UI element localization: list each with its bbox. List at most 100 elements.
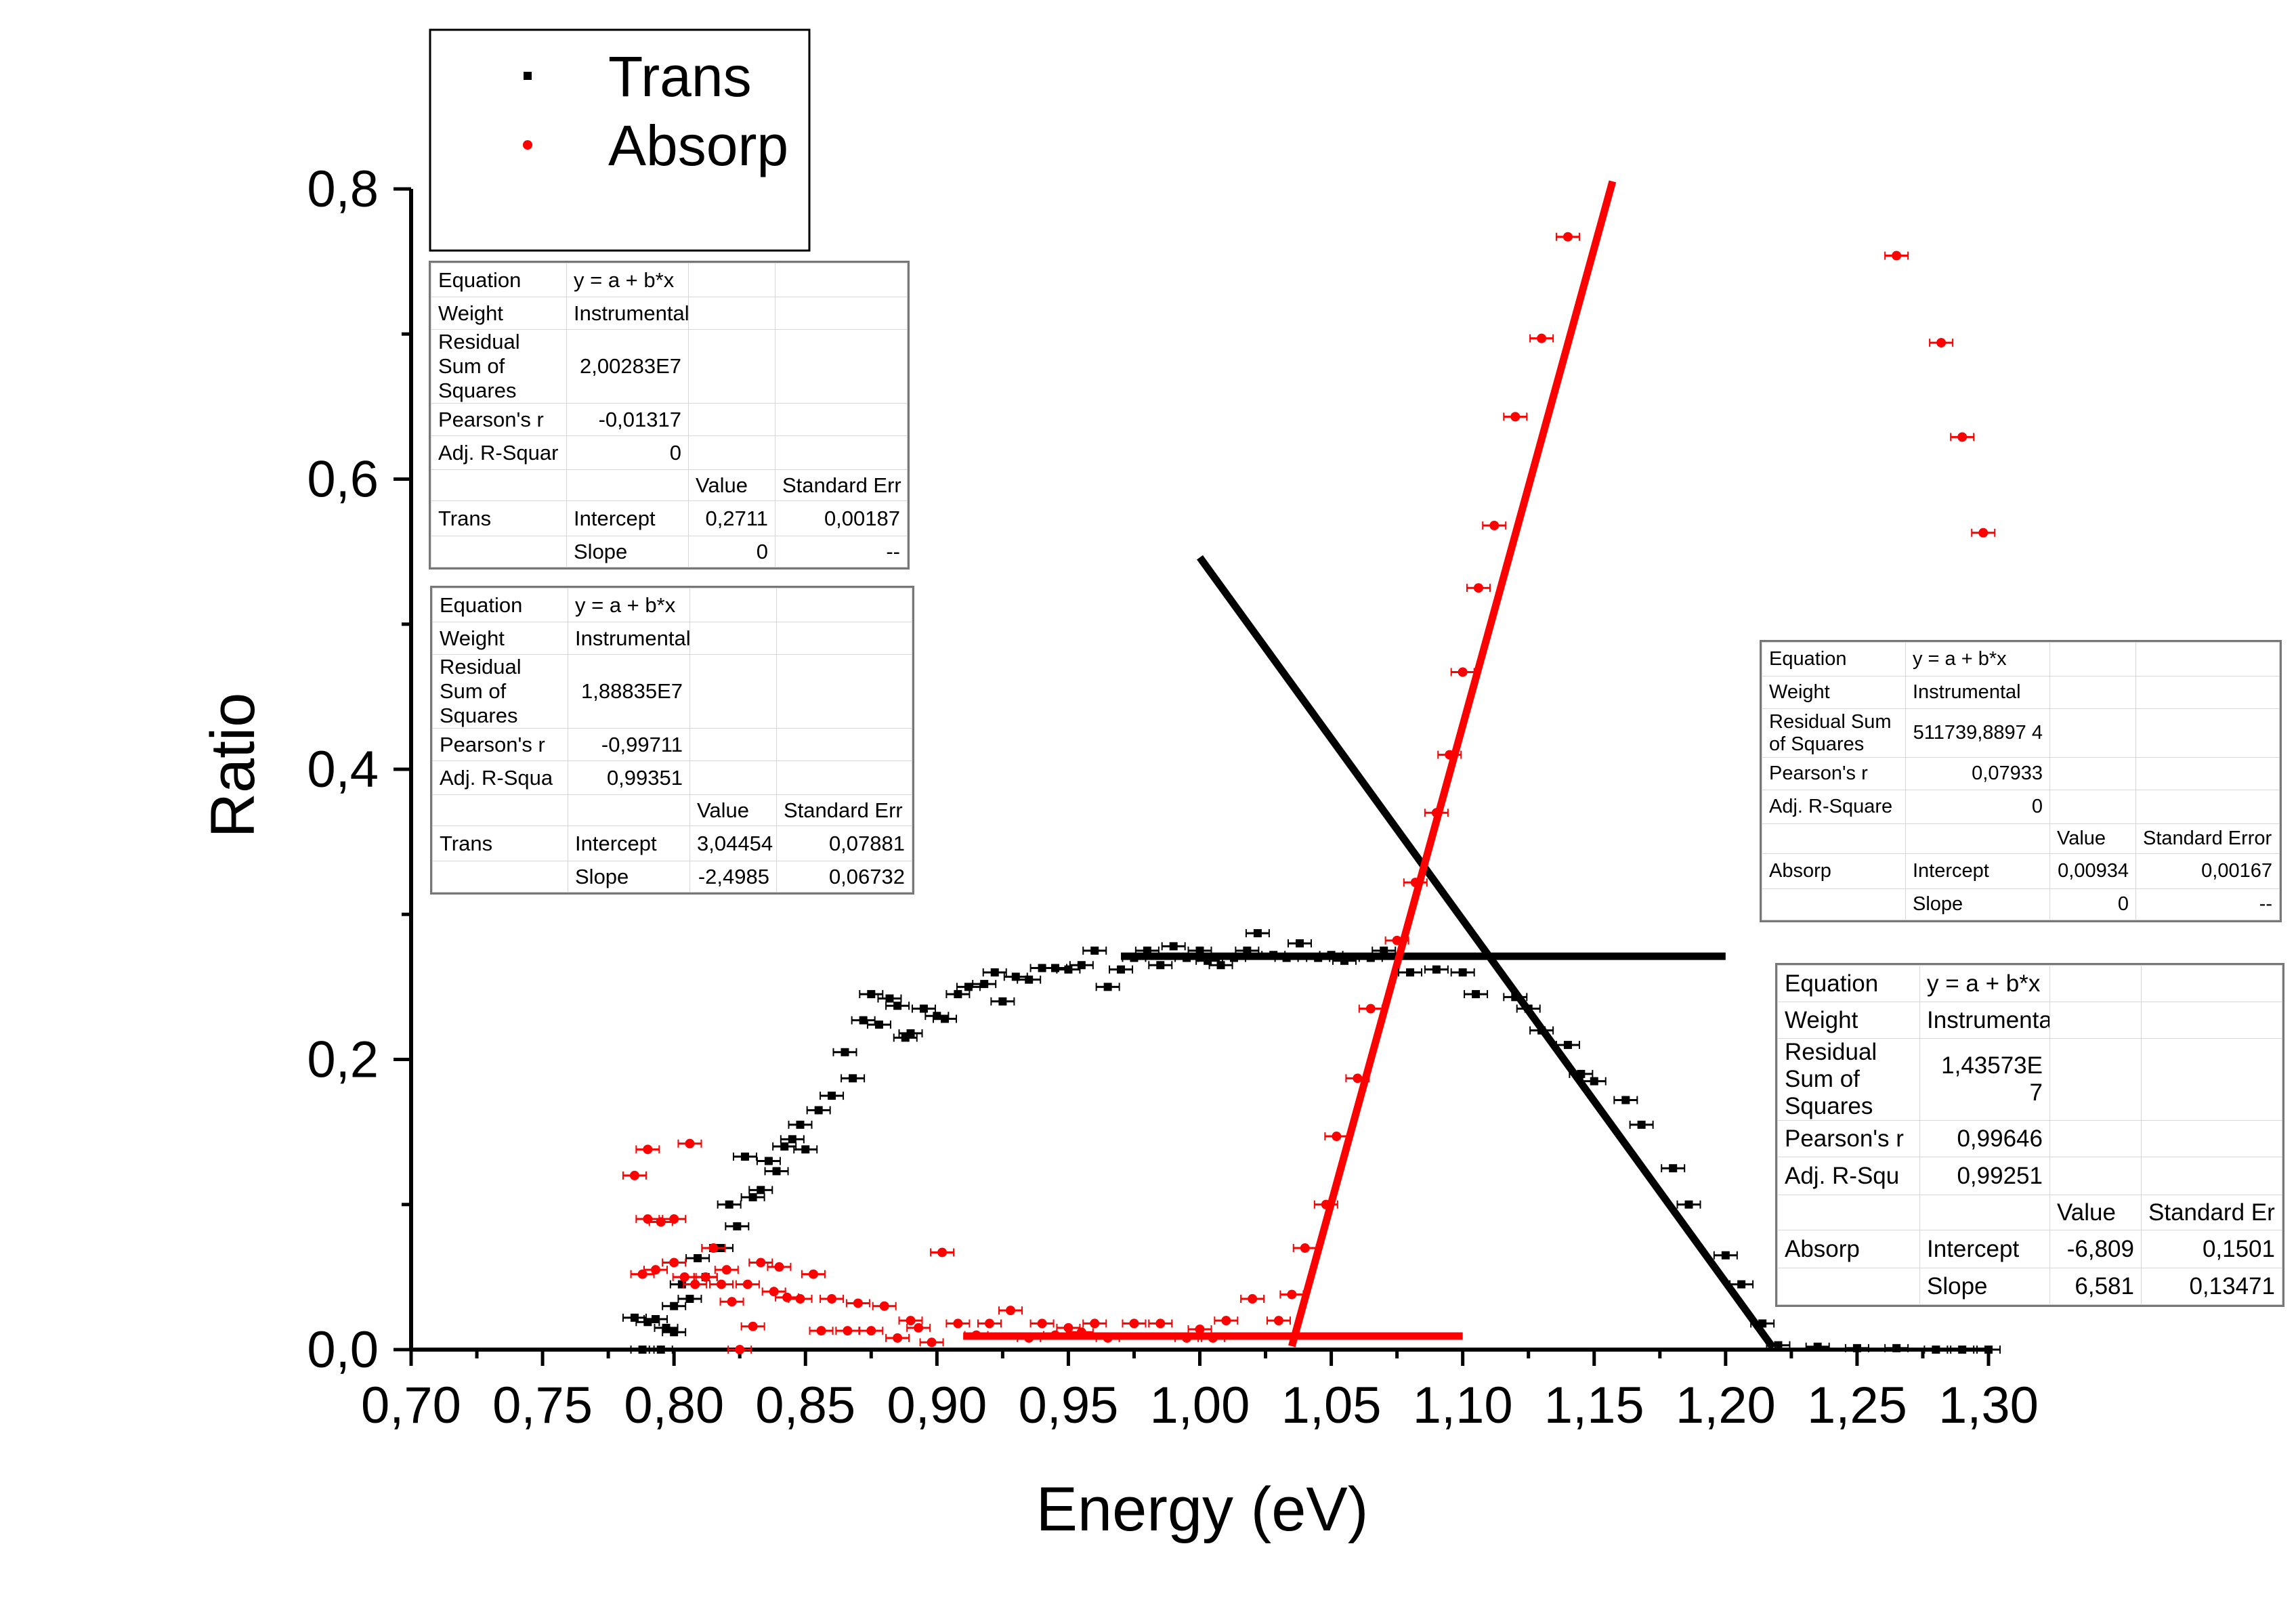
fit-table-row: Absorp Intercept 0,00934 0,00167 [1762, 853, 2280, 889]
data-point-absorp [1466, 583, 1491, 593]
fit-table-cell: Equation [431, 263, 567, 297]
fit-table-cell: Residual Sum of Squares [1777, 1038, 1920, 1121]
data-point-trans [1056, 965, 1081, 974]
fit-table-row: Trans Intercept 3,04454 0,07881 [432, 825, 912, 861]
fit-table-cell: -0,99711 [568, 728, 690, 761]
fit-table-cell: Absorp [1777, 1230, 1920, 1268]
fit-table-cell: 0,99251 [1919, 1157, 2050, 1195]
marker [1090, 1318, 1100, 1329]
x-tick-label: 1,30 [1938, 1377, 2039, 1434]
marker [788, 1135, 796, 1144]
marker [708, 1243, 719, 1253]
marker [1103, 983, 1112, 991]
marker [1758, 1319, 1767, 1328]
data-point-absorp [885, 1333, 910, 1343]
y-tick-label: 0,2 [307, 1031, 379, 1089]
marker [906, 1316, 916, 1326]
data-point-absorp [964, 1330, 989, 1340]
data-point-trans [1082, 946, 1107, 955]
data-point-trans [764, 1167, 789, 1176]
data-point-absorp [1450, 667, 1475, 677]
fit-table-cell: Adj. R-Squa [432, 760, 568, 795]
marker [1077, 961, 1086, 970]
data-point-trans [1555, 1041, 1580, 1050]
marker [1006, 1306, 1016, 1316]
data-point-absorp [930, 1247, 955, 1258]
marker [1183, 953, 1191, 962]
marker [772, 1167, 781, 1176]
x-tick-label: 1,25 [1807, 1377, 1907, 1434]
marker [1489, 521, 1500, 531]
x-tick-label: 0,95 [1018, 1377, 1118, 1434]
marker [662, 1323, 671, 1332]
marker [1130, 953, 1139, 962]
data-point-trans [1161, 942, 1186, 951]
fit-table-row: Slope 0 -- [1762, 888, 2280, 920]
fit-table-row: Pearson's r -0,99711 [432, 728, 912, 761]
fit-table-cell: Standard Er [2141, 1195, 2282, 1230]
marker [1510, 412, 1521, 422]
marker [1024, 1333, 1034, 1343]
marker [727, 1297, 737, 1307]
marker [964, 983, 973, 991]
fit-table-cell [1762, 823, 1906, 854]
fit-table-cell [775, 329, 908, 404]
marker [733, 1222, 742, 1230]
data-point-absorp [761, 1287, 786, 1297]
fit-table-cell: 511739,8897 4 [1905, 708, 2050, 758]
data-point-trans [820, 1092, 845, 1100]
fit-table-cell: 0,07881 [776, 825, 912, 861]
marker [748, 1193, 757, 1202]
marker [1774, 1341, 1783, 1350]
data-point-trans [732, 1153, 757, 1161]
marker [1852, 1344, 1861, 1352]
data-point-trans [1095, 983, 1120, 991]
data-point-absorp [1313, 1199, 1338, 1209]
x-tick-label: 1,00 [1150, 1377, 1250, 1434]
x-tick-label: 0,90 [887, 1377, 987, 1434]
marker [795, 1294, 805, 1304]
fit-table-cell [2135, 757, 2280, 790]
fit-table-cell [2141, 1038, 2282, 1121]
data-point-absorp [693, 1272, 718, 1282]
data-point-trans [1805, 1342, 1830, 1351]
fit-table-cell [1762, 888, 1906, 920]
fit-table-cell: y = a + b*x [1905, 642, 2050, 676]
marker [748, 1321, 758, 1331]
data-point-absorp [1240, 1294, 1265, 1304]
marker [841, 1048, 849, 1056]
fit-table-cell: Instrumental [1905, 676, 2050, 709]
fit-table-cell: y = a + b*x [566, 263, 689, 297]
data-point-trans [1450, 968, 1475, 976]
marker [774, 1262, 784, 1272]
marker [1208, 1333, 1218, 1343]
marker [990, 968, 999, 976]
data-point-absorp [898, 1316, 923, 1326]
marker [725, 1200, 734, 1209]
fit-table-cell: Equation [432, 588, 568, 622]
fit-table-row: Value Standard Error [1762, 823, 2280, 854]
data-point-absorp [643, 1265, 668, 1275]
fit-table-cell [776, 588, 912, 622]
data-point-absorp [1437, 750, 1462, 760]
data-point-absorp [1884, 251, 1909, 261]
marker [1287, 1289, 1297, 1299]
data-point-absorp [1017, 1333, 1042, 1343]
marker [879, 1301, 889, 1311]
marker [1296, 939, 1304, 948]
fit-table-cell [2049, 676, 2136, 709]
fit-table-cell [775, 263, 908, 297]
marker [769, 1287, 779, 1297]
data-point-trans [1844, 1344, 1869, 1352]
fit-table-cell: -- [775, 536, 908, 567]
fit-table-cell: Weight [432, 622, 568, 655]
data-point-trans [1923, 1346, 1949, 1354]
data-point-absorp [998, 1306, 1023, 1316]
fit-table-row: Equation y = a + b*x [431, 263, 908, 297]
data-point-absorp [1971, 528, 1996, 538]
marker [717, 1279, 727, 1289]
data-point-absorp [662, 1214, 687, 1224]
data-point-trans [1529, 1026, 1554, 1035]
fit-table-cell [2049, 1120, 2142, 1157]
legend-box [429, 28, 811, 252]
